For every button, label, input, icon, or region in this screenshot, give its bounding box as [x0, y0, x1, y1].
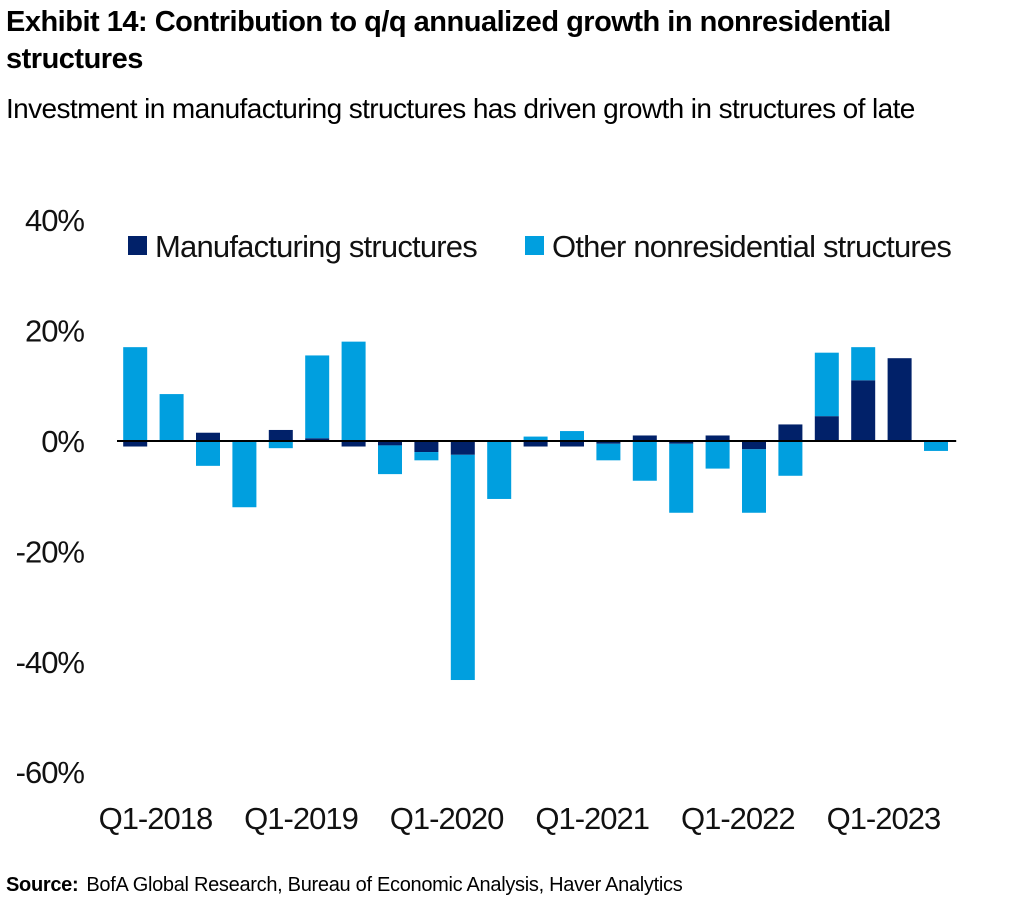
bar-other-nonresidential [705, 441, 730, 469]
y-tick-label: 0% [41, 424, 84, 459]
y-tick-label: -20% [16, 534, 85, 569]
bar-other-nonresidential [268, 441, 293, 449]
bar-manufacturing [814, 416, 839, 441]
x-tick-label: Q1-2019 [244, 801, 358, 836]
source-label: Source: [6, 874, 79, 896]
y-axis: 40% 20% 0% -20% -40% -60% [16, 203, 86, 790]
bar-manufacturing [196, 432, 220, 441]
legend-item-manufacturing-label: Manufacturing structures [155, 229, 477, 264]
bar-manufacturing [669, 441, 694, 444]
legend-item-other-nonresidential-swatch [525, 236, 544, 255]
bar-other-nonresidential [232, 441, 257, 508]
bar-manufacturing [414, 441, 439, 453]
bar-manufacturing [705, 435, 730, 441]
bar-other-nonresidential [414, 452, 439, 461]
bar-other-nonresidential [487, 441, 512, 499]
x-axis: Q1-2018 Q1-2019 Q1-2020 Q1-2021 Q1-2022 Q1-20… [99, 801, 942, 836]
bar-other-nonresidential [778, 441, 803, 476]
bar-other-nonresidential [669, 443, 694, 513]
bar-other-nonresidential [450, 454, 475, 681]
bar-manufacturing [742, 441, 766, 450]
stacked-bar-chart: 40%20%0%-20%-40%-60% Q1-2018 Q1-2019 Q1-20… [16, 203, 957, 836]
legend: Manufacturing structures Other nonresiden… [128, 229, 952, 264]
legend-item-manufacturing-swatch [128, 236, 147, 255]
y-tick-label: -60% [16, 755, 85, 790]
bar-other-nonresidential [851, 347, 876, 381]
bar-manufacturing [268, 429, 293, 441]
bar-other-nonresidential [305, 355, 330, 439]
bar-manufacturing [632, 435, 657, 441]
legend-item-other-nonresidential-label: Other nonresidential structures [552, 229, 951, 264]
bar-other-nonresidential [924, 441, 948, 451]
bar-manufacturing [523, 441, 548, 447]
bar-manufacturing [851, 380, 876, 441]
x-tick-label: Q1-2021 [535, 801, 649, 836]
x-tick-label: Q1-2023 [827, 801, 941, 836]
chart-title: Exhibit 14: Contribution to q/q annualiz… [6, 6, 891, 75]
bar-manufacturing [341, 441, 366, 447]
x-tick-label: Q1-2022 [681, 801, 795, 836]
y-tick-label: 40% [25, 203, 84, 238]
y-tick-label: 20% [25, 314, 84, 349]
bar-other-nonresidential [742, 449, 766, 513]
y-tick-label: -40% [16, 645, 85, 680]
bar-other-nonresidential [632, 441, 657, 481]
bar-manufacturing [778, 424, 803, 441]
bar-other-nonresidential [378, 445, 402, 475]
bar-manufacturing [450, 441, 475, 455]
bar-other-nonresidential [341, 341, 366, 441]
bar-other-nonresidential [159, 394, 184, 441]
x-tick-label: Q1-2020 [390, 801, 504, 836]
source-note: Source: BofA Global Research, Bureau of E… [6, 874, 683, 897]
bar-manufacturing [596, 441, 621, 444]
bar-manufacturing [123, 441, 148, 447]
bar-manufacturing [305, 438, 330, 441]
bar-manufacturing [887, 358, 912, 441]
bar-other-nonresidential [196, 441, 220, 466]
source-text: BofA Global Research, Bureau of Economic… [86, 874, 683, 896]
bar-other-nonresidential [560, 431, 584, 441]
bar-other-nonresidential [814, 352, 839, 417]
bar-manufacturing [378, 441, 402, 446]
x-tick-label: Q1-2018 [99, 801, 213, 836]
bar-other-nonresidential [123, 347, 148, 441]
bar-other-nonresidential [523, 436, 548, 441]
bar-other-nonresidential [596, 443, 621, 461]
bars [123, 341, 948, 681]
chart-subtitle: Investment in manufacturing structures h… [6, 93, 915, 124]
bar-manufacturing [560, 441, 584, 447]
